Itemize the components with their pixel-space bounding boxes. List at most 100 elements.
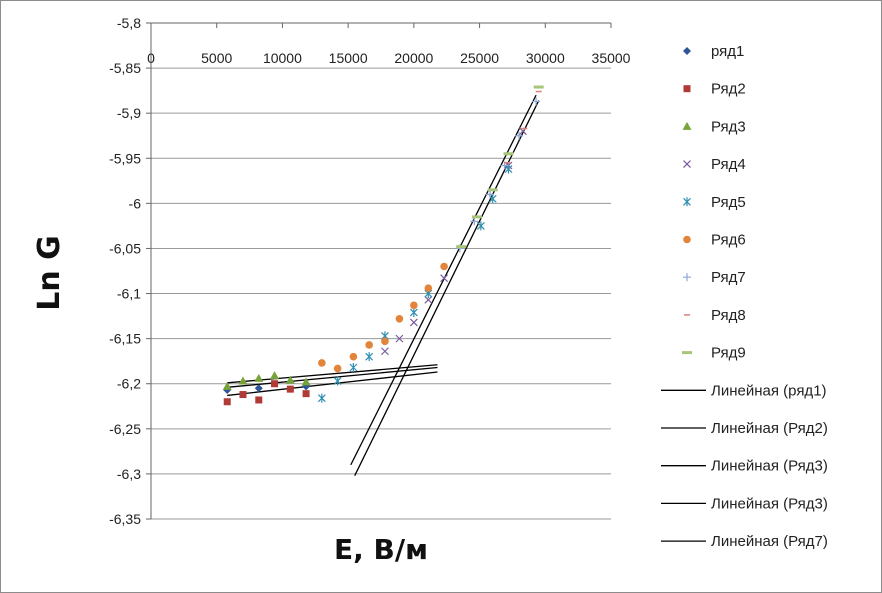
x-tick-label: 15000 — [329, 50, 368, 66]
data-points — [222, 85, 544, 406]
y-tick-label: -6,2 — [117, 376, 141, 392]
trendline — [227, 364, 438, 384]
x-tick-label: 20000 — [394, 50, 433, 66]
legend-label: Ряд7 — [711, 269, 746, 286]
legend-label: ряд1 — [711, 43, 744, 60]
data-point-series3 — [285, 375, 295, 384]
data-point-series6 — [365, 341, 373, 349]
data-point-series4 — [424, 295, 433, 304]
data-point-series6 — [440, 262, 448, 271]
data-point-series2 — [286, 385, 294, 393]
legend-marker — [683, 47, 691, 55]
legend-label: Линейная (Ряд3) — [711, 458, 828, 475]
data-point-series9 — [533, 85, 544, 89]
trendline — [227, 371, 438, 397]
data-point-series9 — [471, 215, 482, 219]
trendlines — [227, 94, 540, 476]
trendline — [350, 94, 537, 466]
data-point-series7 — [470, 217, 479, 226]
data-point-series9 — [503, 152, 514, 156]
legend-label: Ряд6 — [711, 232, 746, 249]
data-point-series1 — [254, 384, 263, 393]
x-tick-label: 30000 — [526, 50, 565, 66]
legend-label: Ряд4 — [711, 156, 746, 173]
y-tick-label: -6,35 — [109, 511, 141, 527]
data-point-series6 — [410, 301, 418, 310]
legend-marker — [683, 273, 691, 282]
data-point-series6 — [381, 337, 389, 346]
data-point-series9 — [456, 245, 467, 249]
data-point-series2 — [239, 391, 247, 399]
legend-marker — [683, 235, 691, 244]
x-axis-label: E, В/м — [334, 533, 428, 566]
data-point-series6 — [333, 364, 342, 373]
y-tick-label: -6,05 — [109, 240, 141, 256]
legend-marker — [683, 85, 691, 93]
y-tick-label: -5,95 — [109, 150, 141, 166]
data-point-series3 — [222, 381, 232, 390]
x-tick-label: 25000 — [460, 50, 499, 66]
legend-label: Ряд8 — [711, 307, 746, 324]
legend-label: Линейная (ряд1) — [711, 382, 827, 399]
legend-label: Ряд5 — [711, 194, 746, 211]
x-tick-label: 35000 — [592, 50, 631, 66]
data-point-series5 — [504, 164, 513, 174]
x-tick-label: 5000 — [201, 50, 232, 66]
legend-marker — [683, 197, 691, 207]
data-point-series9 — [487, 188, 498, 192]
legend-label: Линейная (Ряд7) — [711, 533, 828, 550]
data-point-series5 — [333, 376, 342, 386]
data-point-series2 — [271, 380, 279, 388]
data-point-series2 — [255, 396, 263, 404]
data-point-series3 — [270, 371, 280, 380]
y-tick-label: -6,15 — [109, 331, 141, 347]
legend-label: Линейная (Ряд3) — [711, 495, 828, 512]
y-tick-label: -5,9 — [117, 105, 141, 121]
y-tick-label: -5,8 — [117, 15, 141, 31]
data-point-series5 — [349, 362, 358, 372]
legend-label: Ряд3 — [711, 118, 746, 135]
data-point-series4 — [381, 347, 389, 356]
y-tick-label: -6,1 — [117, 286, 141, 302]
y-tick-labels: -5,8 -5,85 -5,9 -5,95 -6 -6,05 -6,1 -6,15 -6,2 -6… — [109, 15, 141, 527]
data-point-series4 — [395, 334, 404, 343]
gridlines — [151, 22, 611, 520]
data-point-series7 — [486, 190, 495, 199]
legend-marker — [682, 351, 692, 355]
data-point-series6 — [395, 314, 404, 323]
y-tick-label: -6 — [129, 195, 142, 211]
legend-label: Ряд9 — [711, 345, 746, 362]
legend-marker — [682, 121, 692, 130]
y-tick-label: -6,25 — [109, 421, 141, 437]
y-tick-label: -6,3 — [117, 466, 141, 482]
data-point-series7 — [532, 97, 541, 106]
data-point-series4 — [409, 318, 418, 327]
y-axis-label: Ln G — [32, 235, 67, 311]
data-point-series5 — [409, 307, 418, 317]
trendline — [227, 366, 438, 388]
legend-label: Линейная (Ряд2) — [711, 420, 828, 437]
data-point-series5 — [476, 221, 485, 231]
data-point-series4 — [440, 274, 449, 283]
data-point-series3 — [301, 377, 311, 386]
data-point-series6 — [318, 359, 326, 367]
x-tick-label: 0 — [147, 50, 155, 66]
data-point-series6 — [424, 284, 433, 292]
data-point-series5 — [365, 352, 374, 362]
data-point-series2 — [223, 398, 231, 406]
data-point-series3 — [254, 373, 264, 382]
legend: ряд1 Ряд2 Ряд3 Ряд4 Ряд5 Ряд6 Ряд7 Ряд8 Ряд9 Лине… — [661, 43, 828, 550]
legend-marker — [683, 160, 691, 169]
axes — [146, 22, 612, 520]
data-point-series7 — [515, 131, 523, 140]
data-point-series5 — [317, 393, 326, 403]
data-point-series6 — [349, 352, 358, 361]
y-tick-label: -5,85 — [109, 60, 141, 76]
data-point-series3 — [238, 376, 248, 385]
x-tick-label: 10000 — [263, 50, 302, 66]
legend-label: Ряд2 — [711, 81, 746, 98]
trendline — [354, 100, 540, 476]
x-tick-labels: 0 5000 10000 15000 20000 25000 30000 35000 — [147, 50, 631, 66]
